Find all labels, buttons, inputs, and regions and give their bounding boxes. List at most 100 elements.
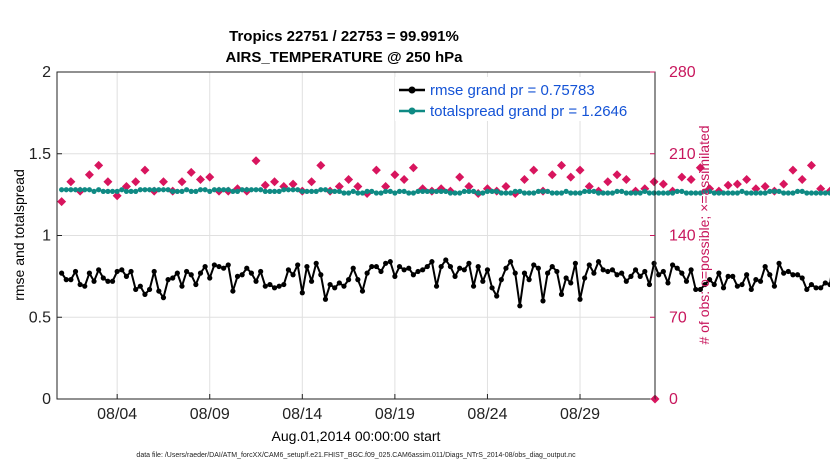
rmse-point [179, 283, 185, 289]
rmse-point [392, 273, 398, 279]
obs-count-point [334, 181, 344, 191]
rmse-point [549, 263, 555, 270]
totalspread-point [433, 188, 440, 194]
obs-count-point [603, 177, 613, 187]
y-right-tick-label: 0 [669, 391, 678, 408]
obs-count-point [131, 177, 141, 187]
y-ticks-right: 0 70 140 210 280 [650, 64, 696, 408]
rmse-point [133, 286, 139, 293]
rmse-point [452, 273, 458, 279]
rmse-point [790, 272, 796, 278]
obs-count-point [84, 170, 94, 180]
chart-title: Tropics 22751 / 22753 = 99.991% [229, 28, 459, 45]
totalspread-point [165, 187, 171, 193]
totalspread-point [563, 188, 569, 194]
totalspread-point [665, 190, 671, 196]
rmse-point [808, 281, 815, 288]
rmse-point [517, 303, 523, 309]
rmse-point [480, 278, 486, 284]
rmse-point [674, 265, 680, 271]
totalspread-point [757, 190, 764, 196]
totalspread-point [609, 190, 616, 196]
rmse-point [248, 270, 254, 276]
rmse-point [156, 288, 162, 294]
obs-count-point [140, 165, 150, 175]
totalspread-point [720, 190, 727, 196]
totalspread-point [642, 188, 648, 194]
totalspread-point [174, 188, 180, 194]
obs-count-point [584, 181, 594, 191]
rmse-point [651, 260, 657, 266]
rmse-point [540, 298, 546, 304]
totalspread-point [336, 188, 342, 194]
legend: rmse grand pr = 0.75783 totalspread gran… [395, 77, 653, 121]
totalspread-point [86, 187, 92, 193]
obs-count-point [742, 174, 752, 184]
totalspread-point [234, 188, 241, 194]
totalspread-point [632, 190, 639, 196]
rmse-point [142, 291, 148, 297]
obs-count-point [566, 172, 576, 182]
totalspread-point [577, 190, 583, 196]
rmse-point [595, 259, 602, 265]
totalspread-point [202, 187, 208, 193]
legend-marker-rmse [408, 86, 416, 94]
totalspread-point [401, 188, 407, 194]
rmse-point [494, 293, 500, 299]
y-tick-label: 0 [42, 391, 51, 408]
obs-count-point [658, 179, 668, 189]
totalspread-point [595, 190, 602, 196]
totalspread-point [285, 187, 292, 193]
totalspread-point [822, 190, 828, 196]
totalspread-point [554, 190, 560, 196]
rmse-point [683, 278, 690, 284]
totalspread-point [420, 188, 426, 194]
x-tick-label: 08/29 [560, 406, 600, 423]
obs-count-point [399, 174, 409, 184]
rmse-point [193, 281, 199, 288]
y-axis-label-right: # of obs: o=possible; ×=assimilated [696, 125, 712, 344]
obs-count-point [270, 177, 280, 187]
totalspread-point [457, 190, 463, 196]
rmse-point [702, 281, 708, 288]
rmse-point [693, 286, 699, 293]
totalspread-point [119, 187, 125, 193]
totalspread-point [466, 188, 472, 194]
totalspread-point [123, 188, 130, 194]
rmse-point [336, 280, 342, 286]
rmse-point [730, 273, 736, 279]
legend-label-spread: totalspread grand pr = 1.2646 [430, 103, 627, 120]
totalspread-point [517, 188, 523, 194]
rmse-point [202, 263, 208, 270]
rmse-point [114, 268, 120, 275]
totalspread-point [605, 190, 611, 196]
totalspread-point [230, 188, 236, 194]
totalspread-point [179, 188, 185, 194]
totalspread-point [262, 188, 268, 194]
totalspread-point [683, 190, 690, 196]
totalspread-point [651, 190, 657, 196]
obs-count-point [797, 174, 807, 184]
rmse-point [438, 263, 444, 270]
obs-count-point [760, 181, 770, 191]
x-ticks: 08/04 08/09 08/14 08/19 08/24 08/29 [97, 394, 600, 423]
rmse-point [827, 281, 830, 288]
rmse-point [443, 257, 449, 263]
rmse-point [123, 273, 130, 279]
totalspread-point [674, 188, 680, 194]
rmse-point [572, 260, 578, 266]
totalspread-point [267, 188, 273, 194]
y-tick-label: 1 [42, 228, 51, 245]
totalspread-point [697, 190, 703, 196]
y-tick-label: 0.5 [29, 309, 51, 326]
rmse-point [373, 263, 379, 270]
obs-count-point [371, 165, 381, 175]
obs-count-point [575, 165, 585, 175]
rmse-point [299, 290, 305, 296]
totalspread-point [146, 187, 153, 193]
rmse-point [345, 277, 352, 283]
obs-count-point [612, 170, 622, 180]
rmse-point [96, 267, 102, 273]
rmse-point [503, 265, 509, 271]
obs-count-point [307, 177, 317, 187]
